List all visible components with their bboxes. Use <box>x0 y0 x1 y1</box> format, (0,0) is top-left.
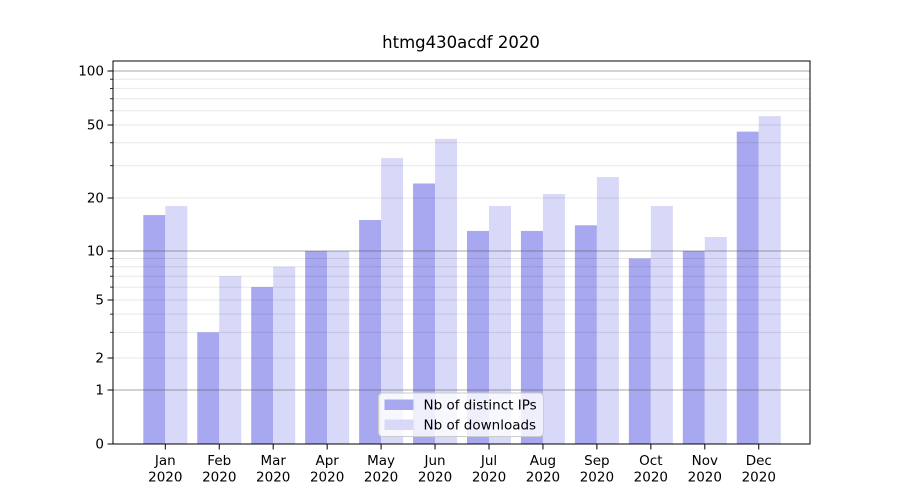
legend-box <box>378 392 544 437</box>
x-tick-label-month: Sep <box>584 453 609 469</box>
x-tick-label-year: 2020 <box>634 470 668 486</box>
bar-downloads-feb <box>219 276 242 444</box>
bar-distinct-ips-jul <box>467 230 489 444</box>
y-tick-label: 5 <box>95 293 104 309</box>
x-tick-label-year: 2020 <box>418 470 452 486</box>
legend: Nb of distinct IPs Nb of downloads <box>378 392 544 437</box>
legend-label-distinct-ips: Nb of distinct IPs <box>424 398 537 414</box>
x-tick-label-year: 2020 <box>688 470 722 486</box>
legend-swatch-distinct-ips <box>384 399 414 410</box>
x-tick-label-month: Feb <box>207 453 231 469</box>
x-tick-label-month: Apr <box>315 453 339 469</box>
y-tick-label: 2 <box>95 351 104 367</box>
bar-distinct-ips-jan <box>143 215 166 444</box>
bar-downloads-may <box>381 158 404 445</box>
bar-distinct-ips-sep <box>574 225 597 444</box>
y-tick-label: 10 <box>87 244 104 260</box>
plot-frame <box>112 60 811 445</box>
bar-distinct-ips-aug <box>520 230 543 444</box>
tick-labels-layer: 0125102050100Jan2020Feb2020Mar2020Apr202… <box>78 64 776 486</box>
x-tick-label-year: 2020 <box>526 470 560 486</box>
x-tick-label-year: 2020 <box>742 470 776 486</box>
x-tick-label-year: 2020 <box>472 470 506 486</box>
x-tick-label-month: May <box>367 453 395 469</box>
bar-distinct-ips-feb <box>197 332 220 444</box>
y-tick-label: 20 <box>87 191 104 207</box>
bar-downloads-mar <box>273 266 296 444</box>
x-tick-label-month: Jun <box>424 453 446 469</box>
bar-downloads-dec <box>758 116 781 444</box>
legend-swatch-downloads <box>384 419 414 430</box>
y-tick-label: 0 <box>95 437 104 453</box>
bar-downloads-jan <box>165 206 188 444</box>
bar-distinct-ips-may <box>359 219 382 444</box>
bar-downloads-aug <box>542 194 565 444</box>
x-tick-label-month: Jan <box>154 453 176 469</box>
bar-downloads-nov <box>704 237 727 444</box>
bar-distinct-ips-jun <box>413 183 436 445</box>
x-tick-label-year: 2020 <box>148 470 182 486</box>
x-tick-label-year: 2020 <box>202 470 236 486</box>
ticks-layer <box>107 70 760 450</box>
x-tick-label-month: Nov <box>692 453 718 469</box>
y-tick-label: 50 <box>87 118 104 134</box>
bar-distinct-ips-apr <box>305 251 328 444</box>
bar-downloads-jul <box>489 206 511 444</box>
bar-downloads-sep <box>596 177 619 444</box>
x-tick-label-year: 2020 <box>310 470 344 486</box>
legend-label-downloads: Nb of downloads <box>424 418 537 434</box>
x-tick-label-year: 2020 <box>256 470 290 486</box>
x-tick-label-month: Dec <box>746 453 772 469</box>
bar-distinct-ips-dec <box>736 131 759 444</box>
bar-distinct-ips-oct <box>628 258 651 444</box>
x-tick-label-month: Jul <box>480 453 497 469</box>
x-tick-label-month: Mar <box>260 453 286 469</box>
bar-distinct-ips-mar <box>251 287 274 444</box>
chart-title: htmg430acdf 2020 <box>382 33 540 52</box>
bars-layer <box>143 116 781 445</box>
major-gridlines-layer <box>113 70 810 391</box>
x-tick-label-month: Oct <box>639 453 662 469</box>
bar-downloads-jun <box>435 138 458 444</box>
y-tick-label: 1 <box>95 383 104 399</box>
bar-downloads-oct <box>650 206 673 444</box>
x-tick-label-month: Aug <box>530 453 556 469</box>
minor-gridlines-layer <box>113 78 810 359</box>
bar-distinct-ips-nov <box>682 251 705 444</box>
bar-downloads-apr <box>327 251 350 444</box>
x-tick-label-year: 2020 <box>364 470 398 486</box>
y-tick-label: 100 <box>78 64 104 80</box>
x-tick-label-year: 2020 <box>580 470 614 486</box>
